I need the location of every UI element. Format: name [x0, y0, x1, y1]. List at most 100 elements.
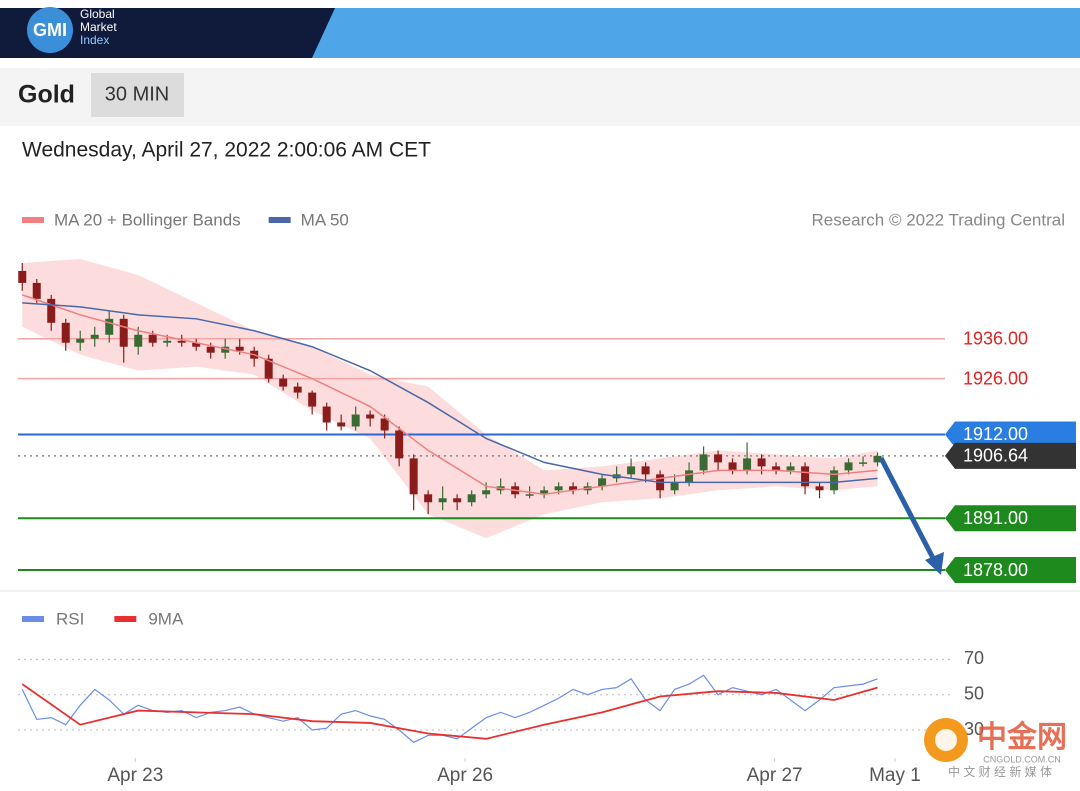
candle-body [540, 490, 549, 495]
level-label: 1936.00 [963, 329, 1028, 349]
candle-body [525, 494, 534, 496]
candle-body [351, 414, 360, 427]
x-tick-label: Apr 27 [747, 765, 803, 786]
candle-body [815, 486, 824, 491]
watermark-name: 中金网 [977, 720, 1067, 754]
indicator-line [21, 683, 878, 740]
candle-body [409, 458, 418, 495]
candle-body [627, 466, 636, 475]
legend-swatch [22, 616, 44, 622]
candle-body [206, 346, 215, 353]
level-label: 1926.00 [963, 368, 1028, 388]
level-label: 1912.00 [963, 424, 1028, 444]
candle-body [728, 462, 737, 471]
candle-body [467, 494, 476, 503]
candle-body [221, 346, 230, 353]
y-tick-label: 70 [964, 648, 984, 668]
arrow-head [925, 552, 944, 575]
legend-label: 9MA [148, 609, 184, 628]
candle-body [61, 322, 70, 343]
candle-body [554, 486, 563, 491]
logo-circle [27, 7, 73, 53]
x-tick-label: Apr 23 [107, 765, 163, 786]
level-label: 1906.64 [963, 446, 1028, 466]
candle-body [322, 406, 331, 423]
timeframe[interactable]: 30 MIN [105, 83, 169, 105]
date: Wednesday, April 27, 2022 2:00:06 AM CET [22, 139, 431, 162]
legend-swatch [114, 616, 137, 622]
timeframe-button[interactable] [91, 73, 184, 117]
candle-body [743, 458, 752, 471]
candle-body [685, 470, 694, 483]
legend-label: MA 50 [301, 210, 349, 229]
candle-body [801, 466, 810, 487]
bollinger-band [22, 258, 878, 539]
header-dark [0, 8, 335, 58]
candle-body [453, 498, 462, 503]
legend-swatch [22, 217, 44, 223]
y-tick-label: 30 [964, 719, 984, 739]
level-box [945, 557, 1076, 584]
watermark-slogan: 中 文 财 经 新 媒 体 [948, 764, 1052, 779]
candle-body [192, 342, 201, 347]
brand: Index [80, 33, 109, 47]
y-tick-label: 50 [964, 683, 984, 703]
brand: Global [80, 7, 115, 21]
candle-body [598, 478, 607, 487]
candle-body [395, 430, 404, 459]
candle-body [786, 466, 795, 471]
logo: GMI [33, 20, 67, 40]
arrow-shaft [878, 456, 937, 562]
level-label: 1878.00 [963, 560, 1028, 580]
attribution: Research © 2022 Trading Central [812, 210, 1066, 229]
candle-body [641, 466, 650, 475]
candle-body [308, 392, 317, 407]
ma-line [22, 294, 878, 496]
indicator-line [21, 674, 878, 744]
candle-body [264, 358, 273, 379]
candle-body [757, 458, 766, 467]
candle-body [279, 378, 288, 387]
candle-body [163, 340, 172, 343]
watermark-icon-inner [935, 729, 957, 751]
level-box [945, 505, 1076, 532]
candle-body [148, 334, 157, 343]
candle-body [90, 334, 99, 339]
candle-body [772, 466, 781, 471]
x-tick-label: May 1 [869, 765, 921, 786]
candle-body [699, 454, 708, 471]
candle-body [482, 490, 491, 495]
candle-body [47, 298, 56, 323]
legend-label: RSI [56, 609, 84, 628]
candle-body [424, 494, 433, 503]
instrument: Gold [18, 81, 75, 109]
candle-body [76, 338, 85, 343]
candle-body [32, 282, 41, 299]
candle-body [670, 482, 679, 491]
candle-body [134, 334, 143, 347]
candle-body [873, 455, 882, 463]
legend-swatch [268, 217, 291, 223]
candle-body [714, 454, 723, 463]
chart-layer: MA 20 + Bollinger Bands MA 50 1936.00 1926.… [18, 210, 1076, 786]
watermark-site: CNGOLD.COM.CN [983, 754, 1061, 764]
candle-body [569, 486, 578, 491]
level-label: 1891.00 [963, 508, 1028, 528]
legend-label: MA 20 + Bollinger Bands [54, 210, 241, 229]
candle-body [859, 462, 868, 464]
candle-body [380, 418, 389, 431]
candle-body [830, 470, 839, 491]
candle-body [293, 386, 302, 393]
x-tick-label: Apr 26 [437, 765, 493, 786]
candle-body [844, 462, 853, 471]
candle-body [235, 346, 244, 351]
candle-body [337, 422, 346, 427]
brand: Market [80, 20, 117, 34]
level-box [945, 421, 1076, 448]
candle-body [105, 318, 114, 335]
candle-body [366, 414, 375, 419]
ma-line [22, 302, 878, 484]
candle-body [119, 318, 128, 347]
level-box [945, 442, 1076, 469]
